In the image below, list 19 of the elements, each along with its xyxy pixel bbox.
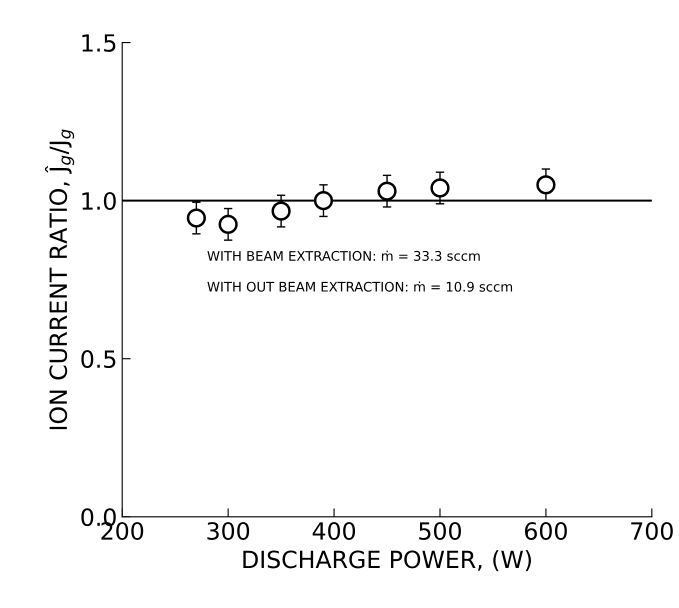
point <box>536 175 556 194</box>
annotation: WITH OUT BEAM EXTRACTION: ṁ = 10.9 sccm <box>207 282 512 292</box>
x-tick-label: 400 <box>312 522 356 540</box>
point <box>430 178 450 198</box>
x-tick-label: 700 <box>631 522 673 540</box>
x-tick-label: 600 <box>525 522 567 540</box>
point <box>186 208 206 228</box>
x-tick-label: 300 <box>207 522 250 540</box>
point <box>218 214 238 234</box>
y-tick-label: 1.5 <box>82 34 116 52</box>
x-tick-label: 500 <box>419 522 461 540</box>
point <box>272 201 291 221</box>
y-tick-label: 1.0 <box>82 192 116 210</box>
x-axis-title: DISCHARGE POWER, (W) <box>243 550 531 572</box>
point <box>314 191 334 210</box>
annotation: WITH BEAM EXTRACTION: ṁ = 33.3 sccm <box>207 250 480 261</box>
point <box>377 182 397 201</box>
y-tick-label: 0.5 <box>81 350 116 368</box>
y-axis-title: ION CURRENT RATIO, Ĵ$_{g}$/J$_{g}$ <box>44 129 74 430</box>
